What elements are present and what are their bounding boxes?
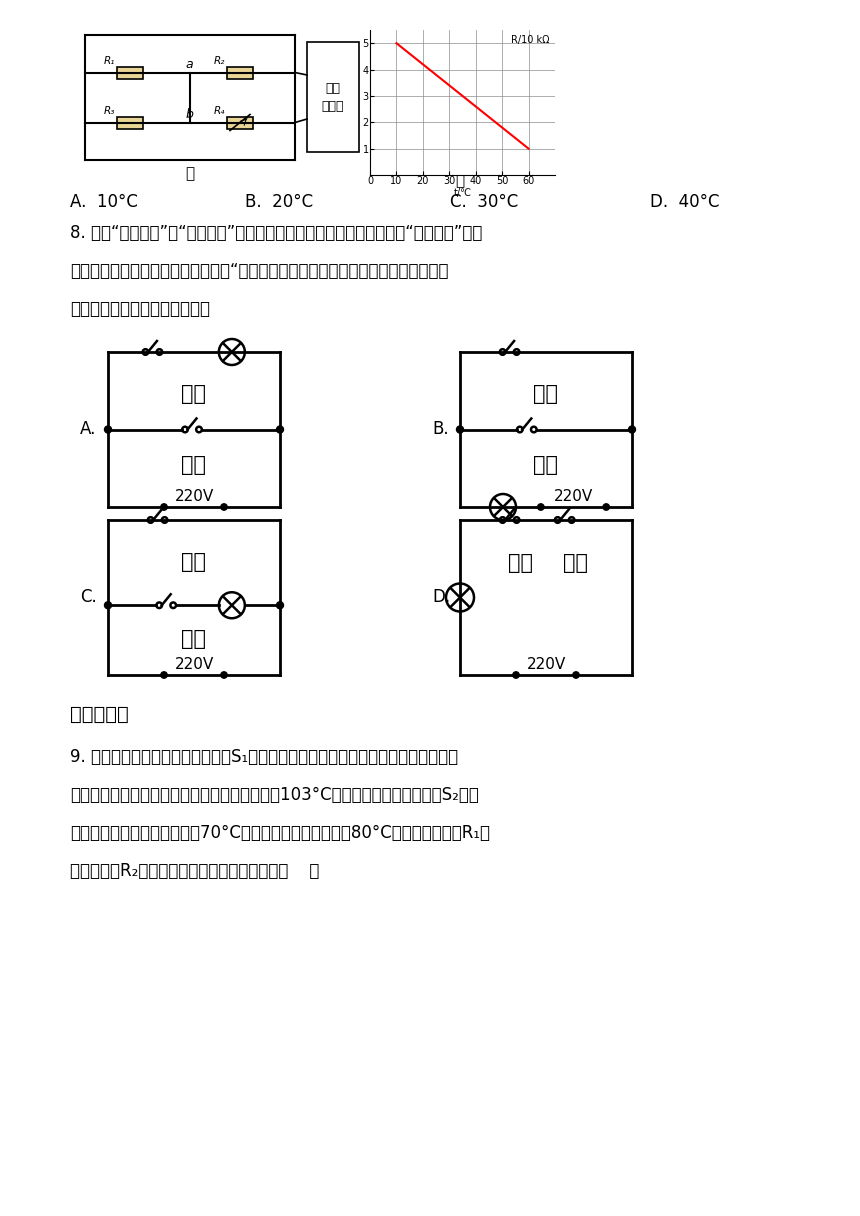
Circle shape [221,503,227,511]
Text: 220V: 220V [554,489,593,503]
Text: A.  10°C: A. 10°C [70,193,138,212]
Text: 声控: 声控 [181,630,206,649]
Text: R₂: R₂ [213,56,225,67]
Bar [307,43,359,152]
Text: 此开关按钮，两触点闭合，当温度达到居里点（103°C）时此开关会自动断开。S₂是一: 此开关按钮，两触点闭合，当温度达到居里点（103°C）时此开关会自动断开。S₂是… [70,786,479,804]
Bar [117,67,143,79]
Text: 8. 利用“光控开关”和“声控开关”可以节约居民楼里楼道灯的用电，其中“光控开关”能在: 8. 利用“光控开关”和“声控开关”可以节约居民楼里楼道灯的用电，其中“光控开关… [70,224,482,242]
Text: 220 V: 220 V [376,30,410,44]
Circle shape [573,671,579,679]
Circle shape [457,426,464,433]
Text: 限流电阻，R₂是加热电阻。下列说法正确的是（    ）: 限流电阻，R₂是加热电阻。下列说法正确的是（ ） [70,862,319,880]
Circle shape [105,426,112,433]
Text: 乙: 乙 [456,173,464,188]
Circle shape [629,426,636,433]
Text: a: a [186,57,194,71]
Bar [117,117,143,129]
Text: R₃: R₃ [103,107,115,117]
Text: 二、多选题: 二、多选题 [70,705,129,724]
Text: 个自动温控开关，当温度低于70°C时会自动闭合，温度高于80°C时会自动断开，R₁是: 个自动温控开关，当温度低于70°C时会自动闭合，温度高于80°C时会自动断开，R… [70,824,490,841]
Text: 光控: 光控 [533,384,558,404]
Bar [227,67,253,79]
Circle shape [161,503,167,511]
Circle shape [221,671,227,679]
Text: C.  30°C: C. 30°C [450,193,519,212]
Text: A.: A. [80,421,96,439]
Text: 甲: 甲 [186,167,194,181]
Text: D.: D. [432,589,450,607]
Text: C.: C. [80,589,96,607]
Text: B.: B. [432,421,449,439]
Circle shape [161,671,167,679]
Text: b: b [186,107,194,120]
Text: R₄: R₄ [213,107,225,117]
Text: 声控: 声控 [181,455,206,475]
Circle shape [603,503,610,511]
Text: S: S [390,63,398,75]
Circle shape [538,503,544,511]
Text: 电压
鉴别器: 电压 鉴别器 [322,81,344,113]
Text: R₁: R₁ [103,56,115,67]
Circle shape [513,671,519,679]
Text: 动断开．下列电路图中合理的是: 动断开．下列电路图中合理的是 [70,300,210,319]
Text: 电热丝: 电热丝 [371,92,392,106]
Text: 光控: 光控 [181,384,206,404]
Text: 220V: 220V [175,489,213,503]
Text: 光控: 光控 [181,552,206,572]
Text: 声控: 声控 [562,553,587,574]
Text: 光控: 光控 [507,553,532,574]
Text: 220V: 220V [175,657,213,672]
Circle shape [277,426,284,433]
Text: D.  40°C: D. 40°C [650,193,720,212]
Text: 天黑时自动闭合，天亮时自动断开；“声控开关：能在有声音时自动闭合，无声音时自: 天黑时自动闭合，天亮时自动断开；“声控开关：能在有声音时自动闭合，无声音时自 [70,261,449,280]
Circle shape [277,602,284,609]
Bar [227,117,253,129]
X-axis label: t/℃: t/℃ [453,187,471,198]
Text: R/10 kΩ: R/10 kΩ [511,35,550,45]
Text: 220V: 220V [526,657,566,672]
Text: B.  20°C: B. 20°C [245,193,313,212]
Text: 声控: 声控 [533,455,558,475]
Text: 9. 如图甲所示是电饭锅的电路图，S₁是一个限温开关，其内部结构如图乙所示，按下: 9. 如图甲所示是电饭锅的电路图，S₁是一个限温开关，其内部结构如图乙所示，按下 [70,748,458,766]
Circle shape [105,602,112,609]
